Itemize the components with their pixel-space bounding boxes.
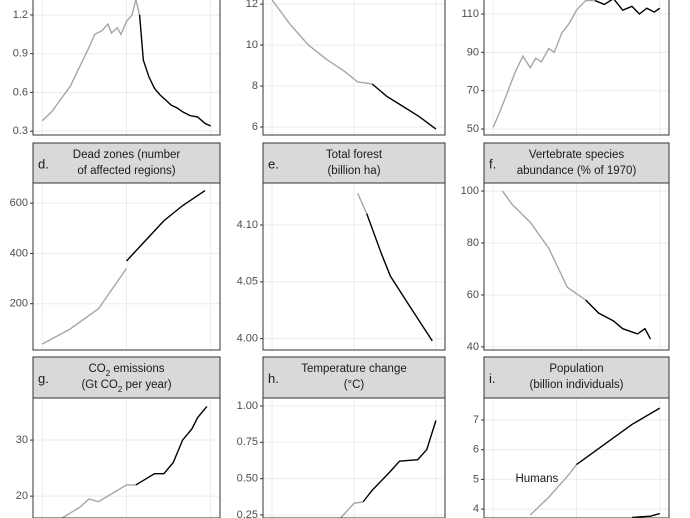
title-text: per year)	[122, 379, 171, 391]
data-line	[339, 501, 364, 518]
y-tick-label: 7	[473, 414, 479, 426]
y-tick-label: 4.10	[237, 219, 258, 231]
y-tick-label: 60	[467, 289, 479, 301]
data-line	[60, 484, 136, 518]
data-line	[529, 464, 578, 516]
panel-border	[32, 0, 221, 136]
title-text: Dead zones (number	[73, 149, 181, 161]
data-line	[271, 0, 373, 85]
y-tick-label: 400	[10, 247, 28, 259]
data-line	[138, 14, 211, 127]
data-line	[492, 0, 595, 128]
title-text: CO	[88, 363, 105, 375]
y-tick-label: 4	[473, 503, 479, 515]
y-tick-label: 50	[467, 123, 479, 135]
panel-title: CO2 emissions	[88, 363, 164, 378]
y-tick-label: 1.00	[237, 400, 258, 412]
y-tick-label: 12	[246, 0, 258, 10]
data-line	[576, 407, 661, 466]
data-line	[631, 512, 660, 518]
panel-border	[262, 0, 446, 136]
data-line	[366, 213, 433, 342]
panel-title: (°C)	[344, 379, 365, 391]
y-tick-label: 0.75	[237, 436, 258, 448]
y-tick-label: 80	[467, 237, 479, 249]
panel-title: abundance (% of 1970)	[517, 165, 637, 177]
panel-title: Dead zones (number	[73, 149, 181, 161]
y-tick-label: 100	[461, 185, 479, 197]
strip	[32, 356, 221, 399]
panel-border	[483, 0, 670, 136]
y-tick-label: 1.2	[13, 9, 28, 21]
panel-label: d.	[38, 156, 49, 171]
data-line	[42, 268, 128, 345]
data-line	[585, 299, 652, 340]
y-tick-label: 4.00	[237, 333, 258, 345]
y-tick-label: 8	[252, 80, 258, 92]
panel-label: e.	[268, 156, 279, 171]
y-tick-label: 40	[467, 341, 479, 353]
panel-title: (Gt CO2 per year)	[81, 379, 171, 394]
y-tick-label: 5	[473, 473, 479, 485]
panel-title: Total forest	[326, 149, 383, 161]
title-text: of affected regions)	[77, 165, 175, 177]
panel-title: Vertebrate species	[529, 149, 625, 161]
panel-label: f.	[489, 156, 496, 171]
title-text: (billion individuals)	[530, 379, 624, 391]
strip	[483, 142, 670, 184]
title-text: (Gt CO	[81, 379, 117, 391]
subscript: 2	[118, 385, 123, 394]
y-tick-label: 4.05	[237, 276, 258, 288]
panel-title: (billion ha)	[327, 165, 380, 177]
data-line	[501, 190, 587, 301]
title-text: abundance (% of 1970)	[517, 165, 637, 177]
y-tick-label: 600	[10, 197, 28, 209]
title-text: Total forest	[326, 149, 383, 161]
y-tick-label: 0.9	[13, 48, 28, 60]
data-line	[594, 0, 661, 15]
y-tick-label: 6	[252, 121, 258, 133]
data-line	[362, 420, 437, 503]
strip	[262, 356, 446, 399]
y-tick-label: 20	[16, 490, 28, 502]
panel-label: h.	[268, 371, 279, 386]
title-text: (billion ha)	[327, 165, 380, 177]
y-tick-label: 110	[461, 8, 479, 20]
y-tick-label: 30	[16, 434, 28, 446]
strip	[262, 142, 446, 184]
panel-title: Population	[549, 363, 603, 375]
data-line	[357, 192, 368, 214]
data-line	[41, 0, 141, 122]
y-tick-label: 70	[467, 85, 479, 97]
y-tick-label: 0.25	[237, 509, 258, 518]
title-text: Vertebrate species	[529, 149, 625, 161]
strip	[483, 356, 670, 399]
y-tick-label: 200	[10, 298, 28, 310]
data-line	[125, 189, 206, 262]
panel-label: i.	[489, 371, 496, 386]
strip	[32, 142, 221, 184]
title-text: (°C)	[344, 379, 365, 391]
data-line	[371, 83, 437, 130]
panel-title: (billion individuals)	[530, 379, 624, 391]
subscript: 2	[106, 369, 111, 378]
panel-label: g.	[38, 371, 49, 386]
y-tick-label: 0.50	[237, 473, 258, 485]
data-line	[135, 405, 208, 486]
title-text: emissions	[110, 363, 165, 375]
y-tick-label: 6	[473, 444, 479, 456]
panel-title: of affected regions)	[77, 165, 175, 177]
y-tick-label: 10	[246, 39, 258, 51]
panel-title: Temperature change	[301, 363, 406, 375]
title-text: Temperature change	[301, 363, 406, 375]
y-tick-label: 0.3	[13, 125, 28, 137]
y-tick-label: 90	[467, 46, 479, 58]
title-text: Population	[549, 363, 603, 375]
y-tick-label: 0.6	[13, 86, 28, 98]
annotation: Humans	[515, 473, 558, 485]
